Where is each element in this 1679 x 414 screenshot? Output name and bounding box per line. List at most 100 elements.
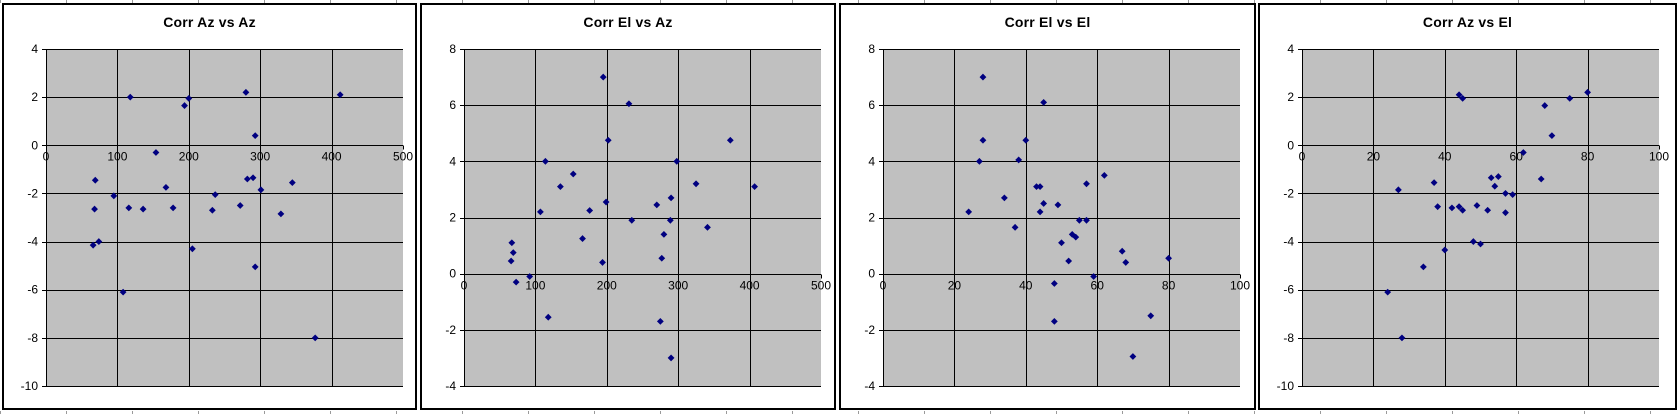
diamond-marker: [311, 334, 319, 342]
svg-text:20: 20: [948, 279, 962, 293]
diamond-marker: [692, 180, 700, 188]
diamond-marker: [211, 191, 219, 199]
diamond-marker: [507, 257, 515, 265]
svg-text:40: 40: [1438, 150, 1452, 164]
chart-corr-el-vs-el[interactable]: Corr El vs El 0 20 40 60 80 100 8 6 4 2 0 -2 -4: [839, 3, 1256, 410]
diamond-marker: [979, 136, 987, 144]
diamond-marker: [1033, 183, 1040, 191]
diamond-marker: [1072, 233, 1080, 241]
svg-text:80: 80: [1162, 279, 1176, 293]
diamond-marker: [656, 318, 664, 325]
diamond-marker: [751, 183, 758, 191]
svg-text:100: 100: [525, 279, 545, 293]
svg-text:0: 0: [461, 279, 468, 293]
svg-text:6: 6: [868, 98, 875, 112]
diamond-marker: [726, 136, 734, 144]
diamond-marker: [599, 73, 607, 81]
diamond-marker: [236, 202, 244, 209]
svg-text:300: 300: [668, 279, 688, 293]
svg-text:-4: -4: [864, 379, 875, 393]
svg-text:0: 0: [868, 267, 875, 281]
diamond-marker: [979, 73, 987, 81]
y-axis-labels: 4 2 0 -2 -4 -6 -8 -10: [1277, 42, 1295, 393]
svg-text:-4: -4: [445, 379, 456, 393]
diamond-marker: [653, 201, 661, 209]
svg-text:0: 0: [880, 279, 887, 293]
diamond-marker: [277, 210, 285, 218]
diamond-marker: [666, 216, 674, 224]
diamond-marker: [673, 157, 681, 165]
diamond-marker: [152, 149, 160, 156]
diamond-marker: [667, 194, 675, 202]
chart-title: Corr Az vs El: [1422, 14, 1513, 30]
svg-text:400: 400: [740, 279, 760, 293]
diamond-marker: [169, 204, 177, 212]
diamond-marker: [512, 278, 520, 286]
svg-text:0: 0: [1287, 138, 1294, 152]
diamond-marker: [975, 157, 983, 165]
svg-text:40: 40: [1019, 279, 1033, 293]
diamond-marker: [526, 273, 534, 280]
y-axis-labels: 4 2 0 -2 -4 -6 -8 -10: [21, 42, 39, 393]
diamond-marker: [1000, 194, 1008, 202]
svg-text:4: 4: [449, 154, 456, 168]
diamond-marker: [249, 174, 257, 182]
gridlines-and-axes: [42, 49, 404, 387]
svg-text:80: 80: [1581, 150, 1595, 164]
svg-text:20: 20: [1367, 150, 1381, 164]
diamond-marker: [965, 208, 973, 216]
y-axis-labels: 8 6 4 2 0 -2 -4: [864, 42, 875, 393]
diamond-marker: [95, 238, 103, 245]
diamond-marker: [1083, 180, 1090, 188]
svg-text:2: 2: [1287, 90, 1294, 104]
svg-text:2: 2: [868, 211, 875, 225]
plot-area: [883, 49, 1240, 386]
chart-corr-az-vs-el[interactable]: Corr Az vs El 0 20 40 60 80 100 4 2 0 -2 -4 -6 -8 -10: [1258, 3, 1677, 410]
svg-text:4: 4: [868, 154, 875, 168]
diamond-marker: [579, 235, 586, 242]
x-axis-labels: 0 20 40 60 80 100: [1299, 150, 1670, 164]
svg-text:60: 60: [1510, 150, 1524, 164]
svg-text:100: 100: [107, 150, 127, 164]
svg-text:400: 400: [322, 150, 342, 164]
diamond-marker: [541, 157, 549, 165]
svg-text:60: 60: [1091, 279, 1105, 293]
diamond-marker: [119, 288, 127, 296]
diamond-marker: [544, 313, 552, 321]
diamond-marker: [1502, 190, 1509, 197]
plot-area: [46, 49, 403, 386]
svg-text:100: 100: [1230, 279, 1250, 293]
diamond-marker: [1502, 209, 1509, 217]
svg-text:8: 8: [868, 42, 875, 56]
diamond-marker: [243, 175, 251, 183]
svg-text:-6: -6: [1283, 283, 1294, 297]
svg-text:-4: -4: [27, 235, 38, 249]
diamond-marker: [569, 170, 577, 178]
chart-corr-az-vs-az[interactable]: Corr Az vs Az 0 100 200 300 400 500 4 2 0 -2 -4 -6 -…: [2, 3, 417, 410]
diamond-marker: [658, 254, 666, 262]
svg-text:0: 0: [31, 138, 38, 152]
svg-text:0: 0: [1299, 150, 1306, 164]
svg-text:-4: -4: [1283, 235, 1294, 249]
diamond-marker: [1147, 312, 1155, 320]
diamond-marker: [91, 205, 98, 213]
diamond-marker: [704, 223, 711, 231]
x-axis-labels: 0 20 40 60 80 100: [880, 279, 1251, 293]
svg-text:2: 2: [449, 211, 456, 225]
svg-text:500: 500: [811, 279, 831, 293]
diamond-marker: [599, 259, 606, 266]
diamond-marker: [139, 205, 147, 213]
svg-text:4: 4: [31, 42, 38, 56]
diamond-marker: [89, 241, 97, 249]
diamond-marker: [536, 208, 544, 216]
svg-text:300: 300: [250, 150, 270, 164]
diamond-marker: [509, 249, 517, 257]
plot-area: [464, 49, 821, 386]
diamond-marker: [1419, 263, 1427, 271]
diamond-marker: [208, 206, 216, 214]
x-axis-labels: 0 100 200 300 400 500: [43, 150, 414, 164]
diamond-marker: [185, 94, 193, 102]
chart-corr-el-vs-az[interactable]: Corr El vs Az 0 100 200 300 400 500 8 6 4 2 0 -2 -4: [420, 3, 836, 410]
diamond-marker: [91, 176, 99, 184]
